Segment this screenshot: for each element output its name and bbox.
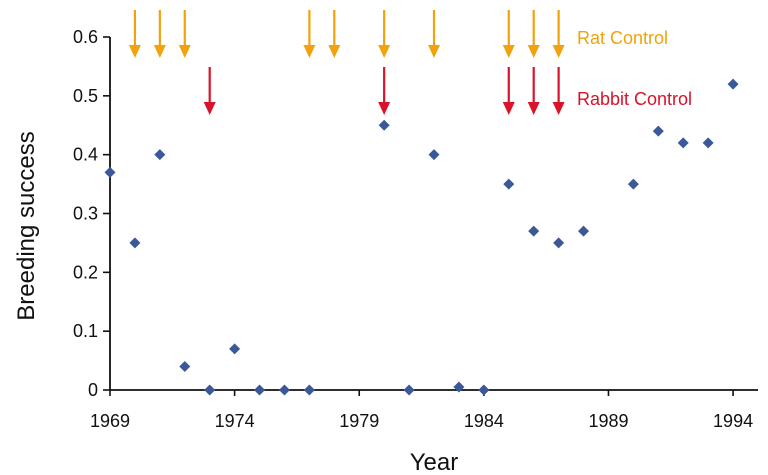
data-point xyxy=(179,360,191,372)
rat-control-arrow xyxy=(552,10,565,58)
rabbit-control-arrow xyxy=(552,67,565,115)
data-point xyxy=(303,384,315,396)
rat-control-arrow-head xyxy=(128,45,141,58)
data-point xyxy=(528,225,540,237)
y-tick-label: 0.6 xyxy=(73,27,98,47)
rat-control-arrow xyxy=(502,10,515,58)
data-point xyxy=(553,237,565,249)
data-point xyxy=(254,384,266,396)
data-point xyxy=(403,384,415,396)
data-point xyxy=(478,384,490,396)
x-axis-title: Year xyxy=(410,449,459,475)
x-tick-label: 1974 xyxy=(215,411,255,431)
x-tick-label: 1969 xyxy=(90,411,130,431)
points-layer xyxy=(104,78,739,396)
rabbit-control-arrow xyxy=(378,67,391,115)
rat-control-arrow xyxy=(303,10,316,58)
data-point xyxy=(154,149,166,161)
data-point xyxy=(229,343,241,355)
data-point xyxy=(503,178,515,190)
legend-layer: Rat Control Rabbit Control xyxy=(577,28,692,109)
y-tick-label: 0.5 xyxy=(73,86,98,106)
rabbit-control-label: Rabbit Control xyxy=(577,89,692,109)
data-point xyxy=(428,149,440,161)
data-point xyxy=(453,381,465,393)
data-point xyxy=(378,119,390,131)
rat-control-arrow-head xyxy=(527,45,540,58)
rabbit-control-arrow-head xyxy=(527,102,540,115)
rabbit-control-arrow xyxy=(502,67,515,115)
rat-control-arrow-head xyxy=(552,45,565,58)
rat-control-arrow xyxy=(178,10,191,58)
rat-control-arrow-head xyxy=(303,45,316,58)
rabbit-control-arrow-head xyxy=(502,102,515,115)
axes-layer: 1969 1974 1979 1984 1989 1994 0 0.1 0.2 0.3 0.4 0.… xyxy=(13,27,758,475)
data-point xyxy=(104,166,116,178)
rat-control-arrow xyxy=(378,10,391,58)
y-tick-label: 0.3 xyxy=(73,204,98,224)
rabbit-control-arrow xyxy=(203,67,216,115)
rabbit-control-arrow-head xyxy=(203,102,216,115)
rat-control-arrow xyxy=(428,10,440,58)
rat-control-arrow-head xyxy=(328,45,341,58)
rat-control-arrow-head xyxy=(428,45,440,58)
rabbit-control-arrow xyxy=(527,67,540,115)
rat-control-label: Rat Control xyxy=(577,28,668,48)
rat-control-arrow-head xyxy=(178,45,191,58)
rat-control-arrow-head xyxy=(153,45,166,58)
data-point xyxy=(129,237,141,249)
annotations-layer xyxy=(128,10,565,115)
rabbit-control-arrow-head xyxy=(378,102,391,115)
y-tick-label: 0.1 xyxy=(73,321,98,341)
y-tick-label: 0.4 xyxy=(73,145,98,165)
data-point xyxy=(627,178,639,190)
rat-control-arrow xyxy=(328,10,341,58)
rat-control-arrow xyxy=(128,10,141,58)
rat-control-arrow xyxy=(527,10,540,58)
x-tick-label: 1994 xyxy=(713,411,753,431)
y-tick-label: 0 xyxy=(88,380,98,400)
data-point xyxy=(204,384,216,396)
rat-control-arrow-head xyxy=(378,45,391,58)
y-tick-label: 0.2 xyxy=(73,262,98,282)
data-point xyxy=(278,384,290,396)
y-ticks: 0 0.1 0.2 0.3 0.4 0.5 0.6 xyxy=(73,27,110,400)
rat-control-arrow xyxy=(153,10,166,58)
data-point xyxy=(677,137,689,149)
x-tick-label: 1979 xyxy=(339,411,379,431)
data-point xyxy=(727,78,739,90)
rabbit-control-arrow-head xyxy=(552,102,565,115)
data-point xyxy=(578,225,590,237)
data-point xyxy=(702,137,714,149)
x-ticks: 1969 1974 1979 1984 1989 1994 xyxy=(90,390,753,431)
rat-control-arrow-head xyxy=(502,45,515,58)
x-tick-label: 1984 xyxy=(464,411,504,431)
y-axis-title: Breeding success xyxy=(13,131,40,320)
data-point xyxy=(652,125,664,137)
x-tick-label: 1989 xyxy=(588,411,628,431)
